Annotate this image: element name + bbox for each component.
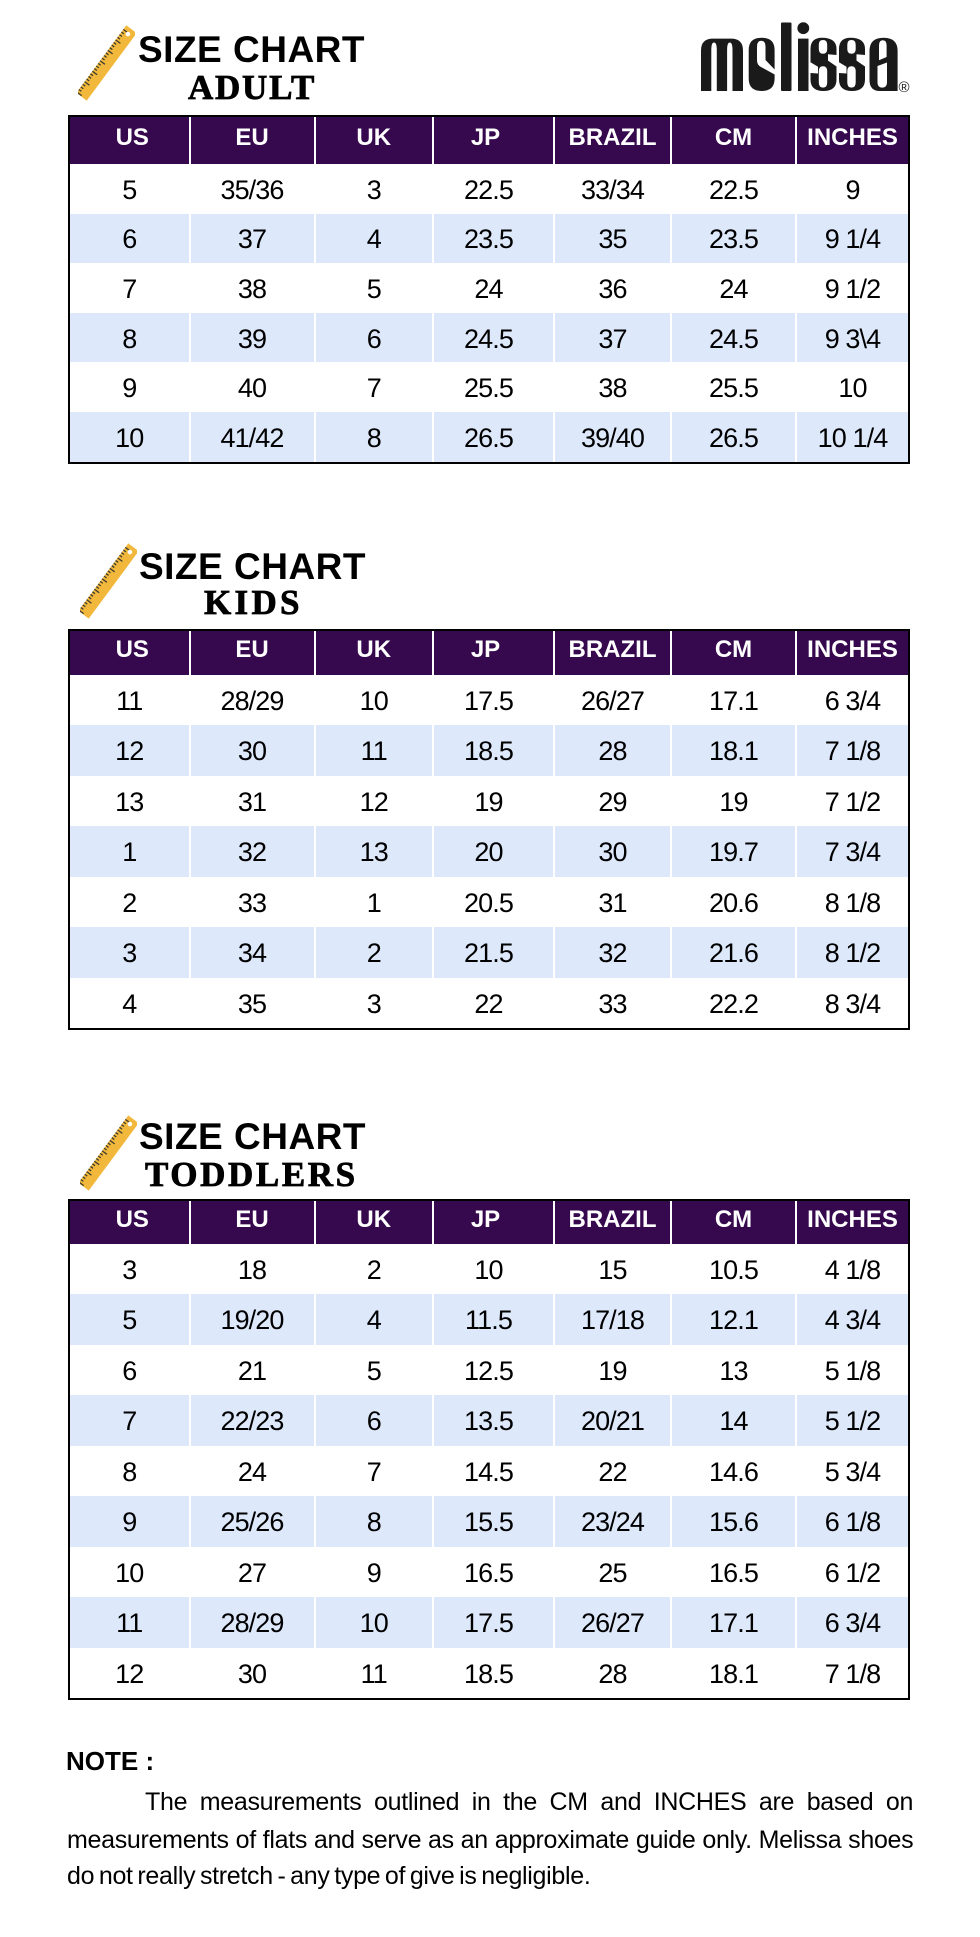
svg-text:®: ® (899, 79, 910, 96)
